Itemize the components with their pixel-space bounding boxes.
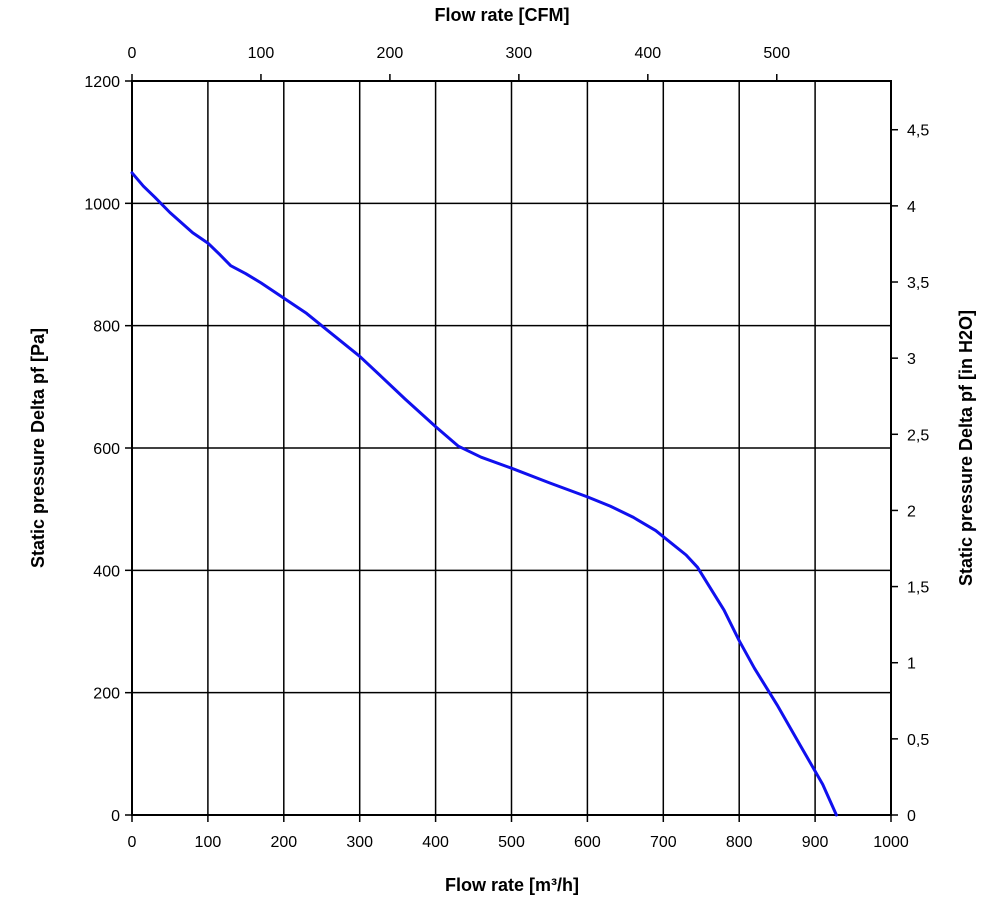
y-right-tick-label: 0,5 <box>907 732 929 749</box>
x-bottom-tick-label: 1000 <box>873 834 909 851</box>
y-right-tick-label: 1 <box>907 656 916 673</box>
y-right-tick-label: 4 <box>907 199 916 216</box>
y-left-tick-label: 400 <box>93 563 120 580</box>
x-bottom-tick-label: 0 <box>128 834 137 851</box>
x-top-tick-label: 400 <box>634 45 661 62</box>
x-bottom-tick-label: 200 <box>270 834 297 851</box>
x-top-tick-label: 100 <box>248 45 275 62</box>
x-bottom-tick-label: 800 <box>726 834 753 851</box>
y-right-tick-label: 2 <box>907 503 916 520</box>
x-bottom-tick-label: 600 <box>574 834 601 851</box>
y-right-axis-title: Static pressure Delta pf [in H2O] <box>956 310 976 586</box>
y-left-tick-label: 600 <box>93 441 120 458</box>
series-layer <box>130 171 838 817</box>
x-top-tick-label: 500 <box>763 45 790 62</box>
x-bottom-axis-title: Flow rate [m³/h] <box>445 875 579 895</box>
x-top-tick-label: 300 <box>506 45 533 62</box>
grid <box>132 81 891 815</box>
x-bottom-tick-label: 900 <box>802 834 829 851</box>
y-right-tick-label: 1,5 <box>907 580 929 597</box>
y-left-tick-label: 1200 <box>84 74 120 91</box>
x-bottom-tick-label: 500 <box>498 834 525 851</box>
y-left-tick-label: 200 <box>93 686 120 703</box>
x-top-tick-label: 0 <box>128 45 137 62</box>
x-top-axis-title: Flow rate [CFM] <box>435 5 570 25</box>
y-right-tick-label: 3,5 <box>907 275 929 292</box>
x-bottom-tick-label: 400 <box>422 834 449 851</box>
y-left-tick-label: 800 <box>93 319 120 336</box>
y-left-tick-label: 1000 <box>84 196 120 213</box>
y-right-tick-label: 2,5 <box>907 427 929 444</box>
y-left-axis-title: Static pressure Delta pf [Pa] <box>28 328 48 568</box>
series-line <box>130 171 838 817</box>
x-bottom-tick-label: 300 <box>346 834 373 851</box>
y-right-tick-label: 4,5 <box>907 123 929 140</box>
x-top-tick-label: 200 <box>377 45 404 62</box>
y-right-tick-label: 3 <box>907 351 916 368</box>
y-right-tick-label: 0 <box>907 808 916 825</box>
x-bottom-tick-label: 100 <box>195 834 222 851</box>
y-left-tick-label: 0 <box>111 808 120 825</box>
x-bottom-tick-label: 700 <box>650 834 677 851</box>
